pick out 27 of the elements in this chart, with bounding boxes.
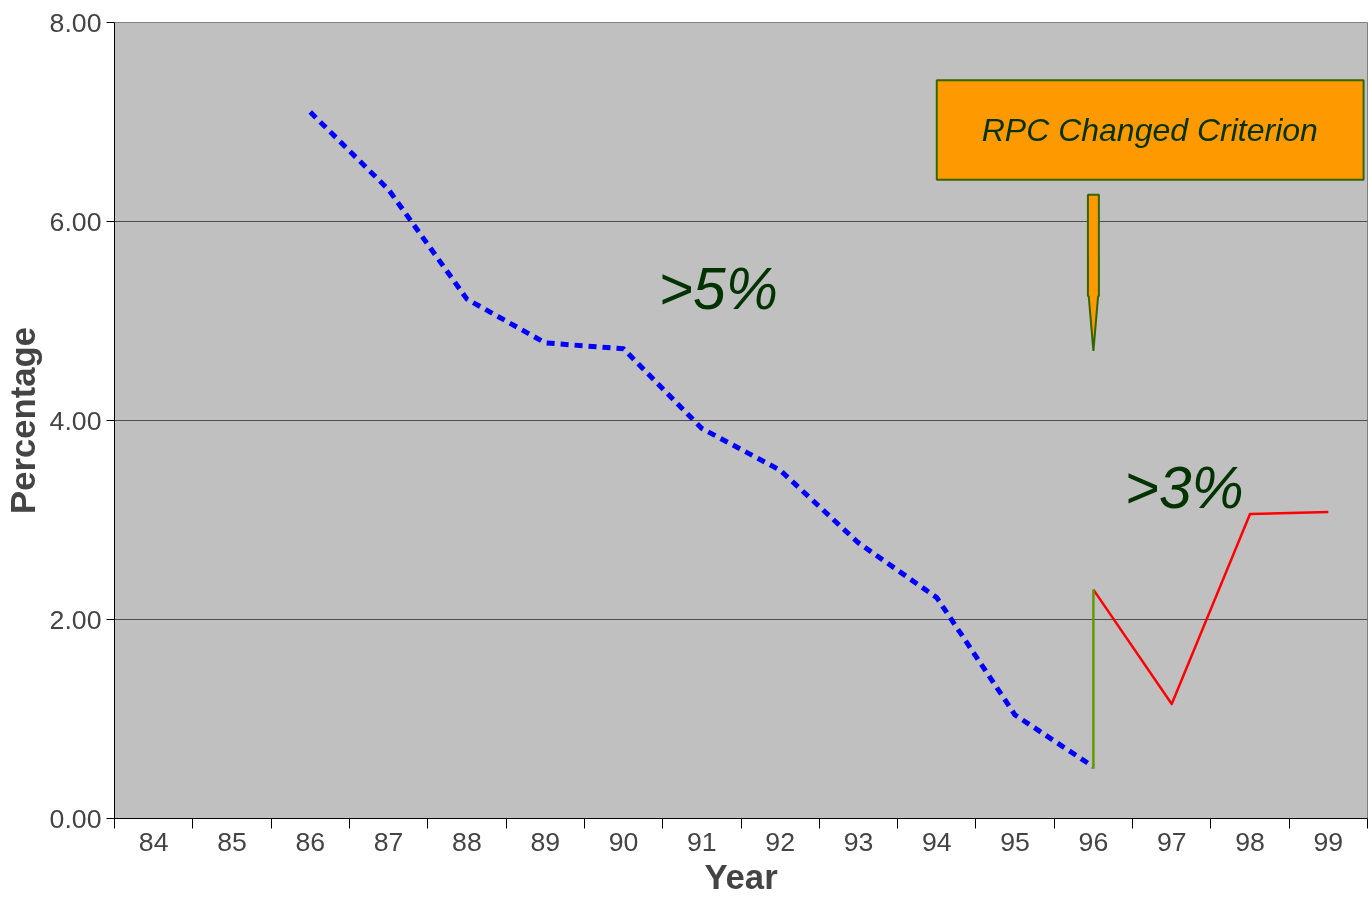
y-axis-title: Percentage bbox=[3, 327, 42, 514]
x-tick-label: 99 bbox=[1313, 826, 1344, 857]
x-tick-label: 84 bbox=[138, 826, 169, 857]
y-tick-label: 4.00 bbox=[49, 405, 102, 436]
line-series bbox=[1092, 510, 1330, 706]
x-tick-label: 85 bbox=[217, 826, 247, 857]
y-tick-label: 6.00 bbox=[49, 206, 102, 237]
x-tick-label: 89 bbox=[530, 826, 561, 857]
x-tick-label: 92 bbox=[765, 826, 795, 857]
y-tick-label: 0.00 bbox=[49, 803, 102, 834]
x-tick-label: 96 bbox=[1078, 826, 1109, 857]
y-tick-label: 2.00 bbox=[49, 604, 102, 635]
x-tick-label: 86 bbox=[295, 826, 326, 857]
x-tick-label: 90 bbox=[608, 826, 639, 857]
x-tick-label: 88 bbox=[452, 826, 482, 857]
x-tick-label: 93 bbox=[843, 826, 874, 857]
annotation: >3% bbox=[1124, 455, 1244, 520]
annotation: >5% bbox=[658, 256, 778, 321]
x-tick-label: 94 bbox=[921, 826, 952, 857]
x-tick-label: 91 bbox=[687, 826, 717, 857]
x-tick-label: 87 bbox=[373, 826, 404, 857]
x-tick-label: 97 bbox=[1156, 826, 1187, 857]
x-tick-label: 95 bbox=[1000, 826, 1030, 857]
annotation: RPC Changed Criterion bbox=[981, 111, 1318, 148]
x-tick-label: 98 bbox=[1235, 826, 1265, 857]
x-axis-title: Year bbox=[704, 857, 778, 896]
y-tick-label: 8.00 bbox=[49, 7, 102, 38]
